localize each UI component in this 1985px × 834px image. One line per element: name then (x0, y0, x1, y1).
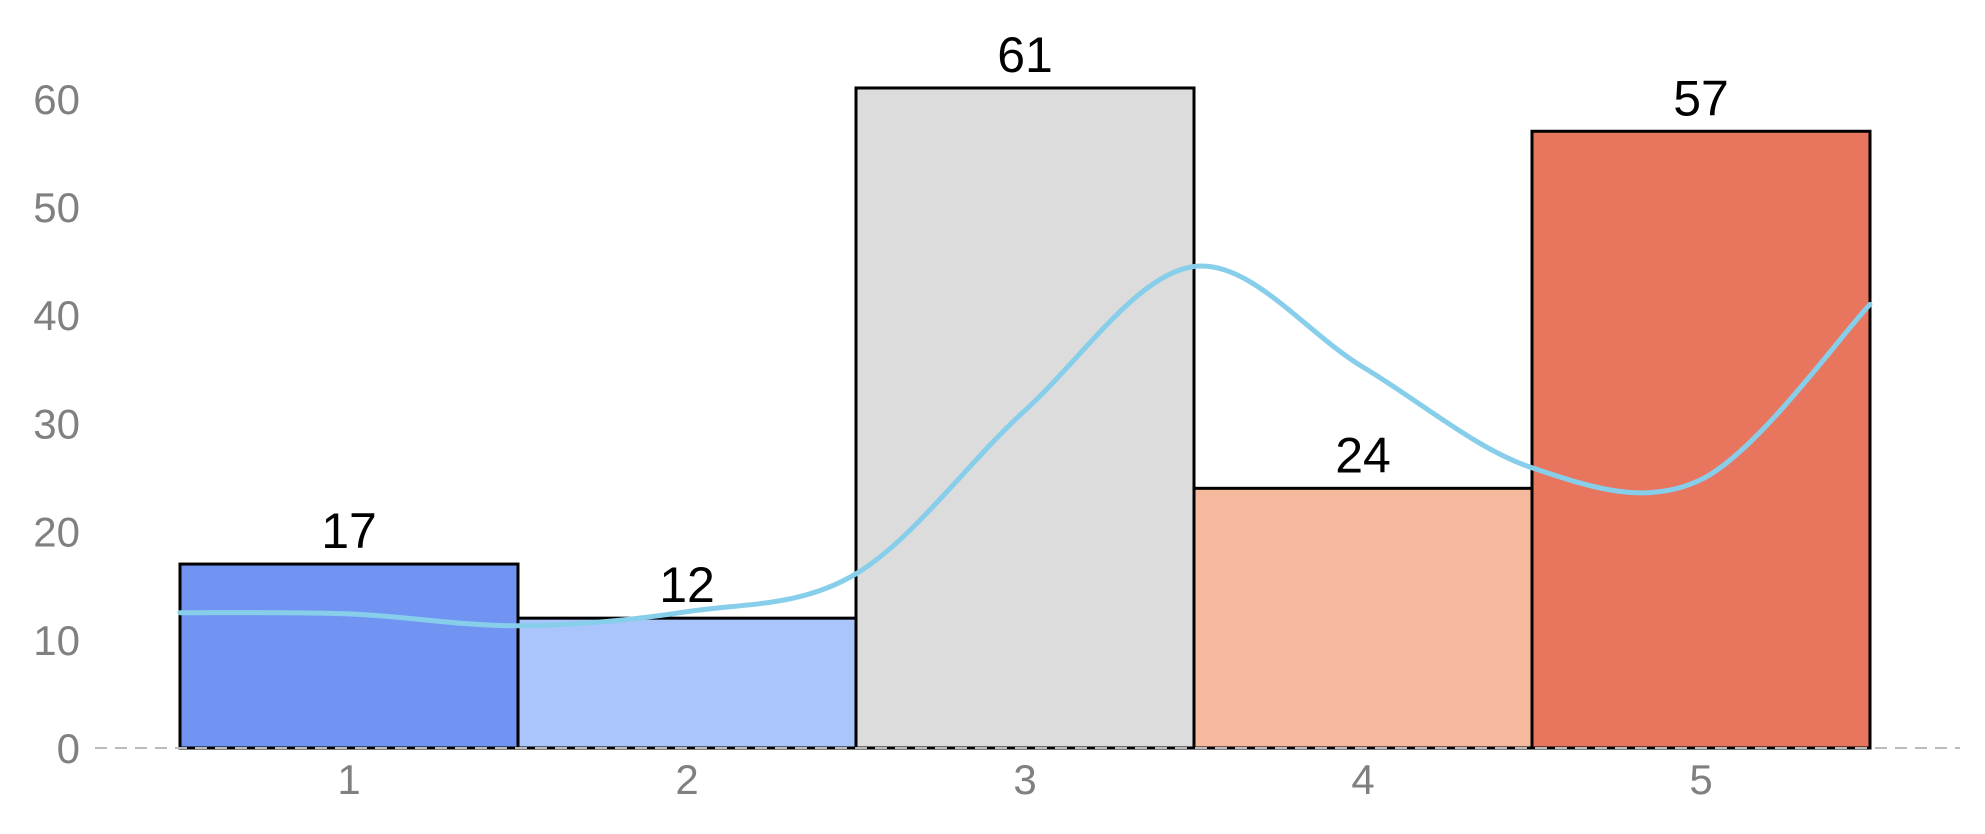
data-label-5: 57 (1673, 70, 1729, 126)
line-layer (177, 263, 1873, 629)
data-label-4: 24 (1335, 427, 1391, 483)
bar-3 (854, 86, 1196, 750)
bar-2 (516, 616, 858, 750)
y-tick-label-30: 30 (33, 400, 80, 447)
labels-layer: 17 12 61 24 57 (321, 27, 1729, 613)
y-tick-label-60: 60 (33, 76, 80, 123)
data-label-2: 12 (659, 557, 715, 613)
y-tick-label-40: 40 (33, 292, 80, 339)
x-tick-label-4: 4 (1351, 756, 1374, 803)
data-label-3: 61 (997, 27, 1053, 83)
y-tick-label-0: 0 (57, 725, 80, 772)
bar-5 (1530, 129, 1872, 750)
x-tick-label-5: 5 (1689, 756, 1712, 803)
x-tick-label-3: 3 (1013, 756, 1036, 803)
bar-1 (178, 562, 520, 750)
y-tick-label-50: 50 (33, 184, 80, 231)
y-tick-label-10: 10 (33, 617, 80, 664)
data-label-1: 17 (321, 503, 377, 559)
bars-layer (178, 86, 1872, 750)
x-tick-label-2: 2 (675, 756, 698, 803)
bar-4 (1192, 486, 1534, 750)
overlay-line (177, 263, 1873, 629)
x-tick-label-1: 1 (337, 756, 360, 803)
y-tick-label-20: 20 (33, 509, 80, 556)
